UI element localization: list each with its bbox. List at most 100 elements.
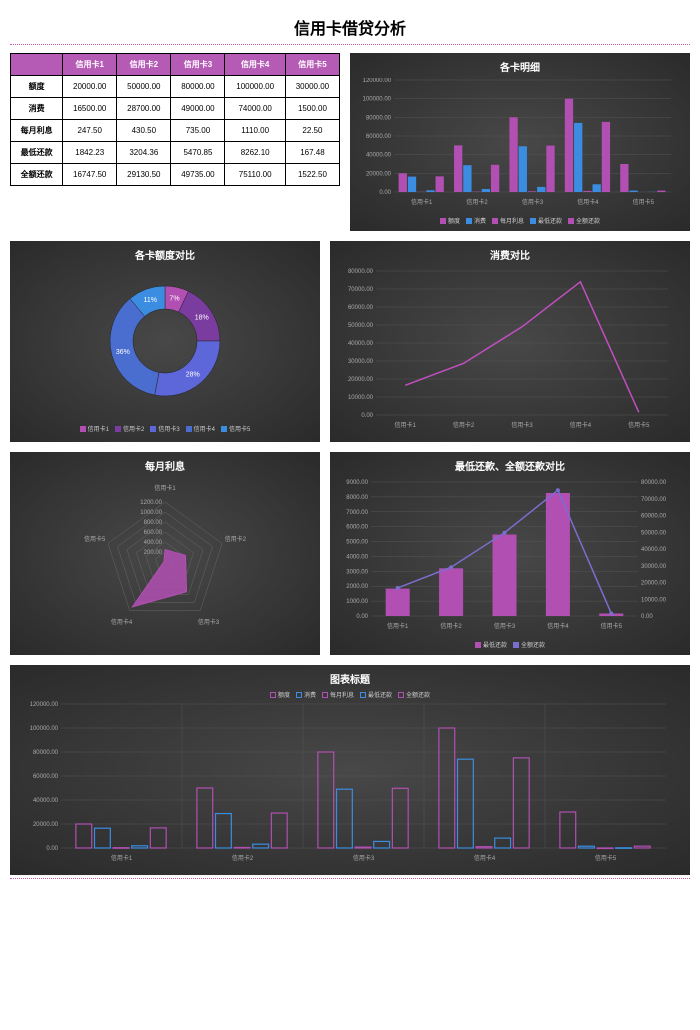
data-table: 信用卡1信用卡2信用卡3信用卡4信用卡5 额度20000.0050000.008… — [10, 53, 340, 186]
svg-text:0.00: 0.00 — [641, 614, 653, 620]
svg-text:10000.00: 10000.00 — [641, 597, 667, 603]
outline-legend: 额度消费每月利息最低还款全额还款 — [16, 690, 684, 699]
svg-text:1000.00: 1000.00 — [346, 599, 368, 605]
svg-text:信用卡5: 信用卡5 — [84, 535, 106, 543]
svg-text:800.00: 800.00 — [144, 520, 163, 526]
svg-text:8000.00: 8000.00 — [346, 495, 368, 501]
svg-text:3000.00: 3000.00 — [346, 569, 368, 575]
svg-text:信用卡4: 信用卡4 — [111, 618, 133, 626]
radar-panel: 每月利息 200.00 400.00 600.00 800.00 1000.00 1200… — [10, 452, 320, 655]
svg-text:40000.00: 40000.00 — [366, 153, 392, 159]
bar-detail-legend: 额度消费每月利息最低还款全额还款 — [356, 216, 684, 225]
svg-text:0.00: 0.00 — [356, 614, 368, 620]
table-row: 最低还款1842.233204.365470.858262.10167.48 — [11, 142, 340, 164]
svg-text:信用卡2: 信用卡2 — [232, 854, 254, 862]
svg-text:80000.00: 80000.00 — [641, 480, 667, 486]
svg-text:信用卡3: 信用卡3 — [522, 198, 544, 206]
svg-text:信用卡3: 信用卡3 — [511, 421, 533, 429]
donut-title: 各卡额度对比 — [16, 247, 314, 262]
svg-text:70000.00: 70000.00 — [641, 497, 667, 503]
svg-text:30000.00: 30000.00 — [641, 564, 667, 570]
table-header: 信用卡1 — [63, 54, 117, 76]
svg-text:信用卡1: 信用卡1 — [154, 484, 176, 492]
bar-detail-chart: 0.0020000.0040000.0060000.0080000.001000… — [356, 78, 676, 208]
svg-text:信用卡1: 信用卡1 — [387, 622, 409, 630]
outline-panel: 图表标题 额度消费每月利息最低还款全额还款 0.0020000.0040000.… — [10, 665, 690, 875]
page-title: 信用卡借贷分析 — [10, 15, 690, 39]
svg-text:600.00: 600.00 — [144, 530, 163, 536]
table-header: 信用卡2 — [117, 54, 171, 76]
svg-text:80000.00: 80000.00 — [33, 750, 59, 756]
svg-text:50000.00: 50000.00 — [641, 530, 667, 536]
outline-chart: 0.0020000.0040000.0060000.0080000.001000… — [16, 699, 676, 864]
table-row: 消费16500.0028700.0049000.0074000.001500.0… — [11, 98, 340, 120]
svg-text:7%: 7% — [169, 296, 179, 303]
svg-text:36%: 36% — [116, 349, 130, 356]
svg-text:200.00: 200.00 — [144, 550, 163, 556]
combo-title: 最低还款、全额还款对比 — [336, 458, 684, 473]
svg-text:0.00: 0.00 — [379, 190, 391, 196]
svg-text:信用卡3: 信用卡3 — [198, 618, 220, 626]
svg-text:40000.00: 40000.00 — [348, 341, 374, 347]
combo-legend: 最低还款全额还款 — [336, 640, 684, 649]
svg-text:7000.00: 7000.00 — [346, 510, 368, 516]
outline-title: 图表标题 — [16, 671, 684, 686]
line-title: 消费对比 — [336, 247, 684, 262]
svg-text:0.00: 0.00 — [46, 846, 58, 852]
svg-text:信用卡3: 信用卡3 — [353, 854, 375, 862]
svg-text:信用卡2: 信用卡2 — [453, 421, 475, 429]
table-header: 信用卡4 — [225, 54, 285, 76]
donut-panel: 各卡额度对比 7% 18% 28% 36% 11% 信用卡1信用卡2信用卡3信用卡4信用… — [10, 241, 320, 442]
svg-text:信用卡1: 信用卡1 — [395, 421, 417, 429]
svg-text:信用卡3: 信用卡3 — [494, 622, 516, 630]
svg-text:1200.00: 1200.00 — [140, 500, 162, 506]
svg-text:60000.00: 60000.00 — [366, 134, 392, 140]
radar-title: 每月利息 — [16, 458, 314, 473]
svg-text:20000.00: 20000.00 — [348, 377, 374, 383]
bar-detail-panel: 各卡明细 0.0020000.0040000.0060000.0080000.0… — [350, 53, 690, 231]
line-chart: 0.00 10000.00 20000.00 30000.00 40000.00 5000… — [336, 266, 676, 431]
svg-text:28%: 28% — [186, 372, 200, 379]
table-header: 信用卡3 — [171, 54, 225, 76]
svg-text:60000.00: 60000.00 — [641, 514, 667, 520]
svg-text:10000.00: 10000.00 — [348, 395, 374, 401]
divider — [10, 44, 690, 45]
svg-text:120000.00: 120000.00 — [30, 702, 59, 708]
combo-panel: 最低还款、全额还款对比 0.00 1000.00 2000.00 3000.00 400… — [330, 452, 690, 655]
line-panel: 消费对比 0.00 10000.00 20000.00 30000.00 40000.0… — [330, 241, 690, 442]
bar-detail-title: 各卡明细 — [356, 59, 684, 74]
svg-text:400.00: 400.00 — [144, 540, 163, 546]
svg-text:100000.00: 100000.00 — [30, 726, 59, 732]
svg-text:0.00: 0.00 — [361, 413, 373, 419]
svg-text:信用卡1: 信用卡1 — [411, 198, 433, 206]
svg-text:80000.00: 80000.00 — [366, 115, 392, 121]
svg-text:信用卡1: 信用卡1 — [111, 854, 133, 862]
svg-text:50000.00: 50000.00 — [348, 323, 374, 329]
svg-text:1000.00: 1000.00 — [140, 510, 162, 516]
svg-text:信用卡4: 信用卡4 — [577, 198, 599, 206]
svg-text:信用卡4: 信用卡4 — [474, 854, 496, 862]
svg-text:30000.00: 30000.00 — [348, 359, 374, 365]
svg-text:20000.00: 20000.00 — [33, 822, 59, 828]
radar-chart: 200.00 400.00 600.00 800.00 1000.00 1200.00 信用… — [16, 477, 314, 642]
svg-text:信用卡4: 信用卡4 — [547, 622, 569, 630]
svg-text:11%: 11% — [144, 297, 158, 304]
svg-text:2000.00: 2000.00 — [346, 584, 368, 590]
svg-text:40000.00: 40000.00 — [641, 547, 667, 553]
svg-text:60000.00: 60000.00 — [348, 305, 374, 311]
svg-text:20000.00: 20000.00 — [641, 581, 667, 587]
svg-text:60000.00: 60000.00 — [33, 774, 59, 780]
svg-text:80000.00: 80000.00 — [348, 269, 374, 275]
table-row: 全额还款16747.5029130.5049735.0075110.001522… — [11, 164, 340, 186]
svg-text:100000.00: 100000.00 — [363, 97, 392, 103]
table-row: 每月利息247.50430.50735.001110.0022.50 — [11, 120, 340, 142]
svg-text:信用卡4: 信用卡4 — [570, 421, 592, 429]
divider-bottom — [10, 878, 690, 879]
donut-legend: 信用卡1信用卡2信用卡3信用卡4信用卡5 — [16, 424, 314, 433]
svg-text:6000.00: 6000.00 — [346, 525, 368, 531]
svg-text:70000.00: 70000.00 — [348, 287, 374, 293]
svg-text:18%: 18% — [195, 315, 209, 322]
svg-text:信用卡5: 信用卡5 — [595, 854, 617, 862]
svg-text:120000.00: 120000.00 — [363, 78, 392, 84]
svg-text:信用卡5: 信用卡5 — [601, 622, 623, 630]
